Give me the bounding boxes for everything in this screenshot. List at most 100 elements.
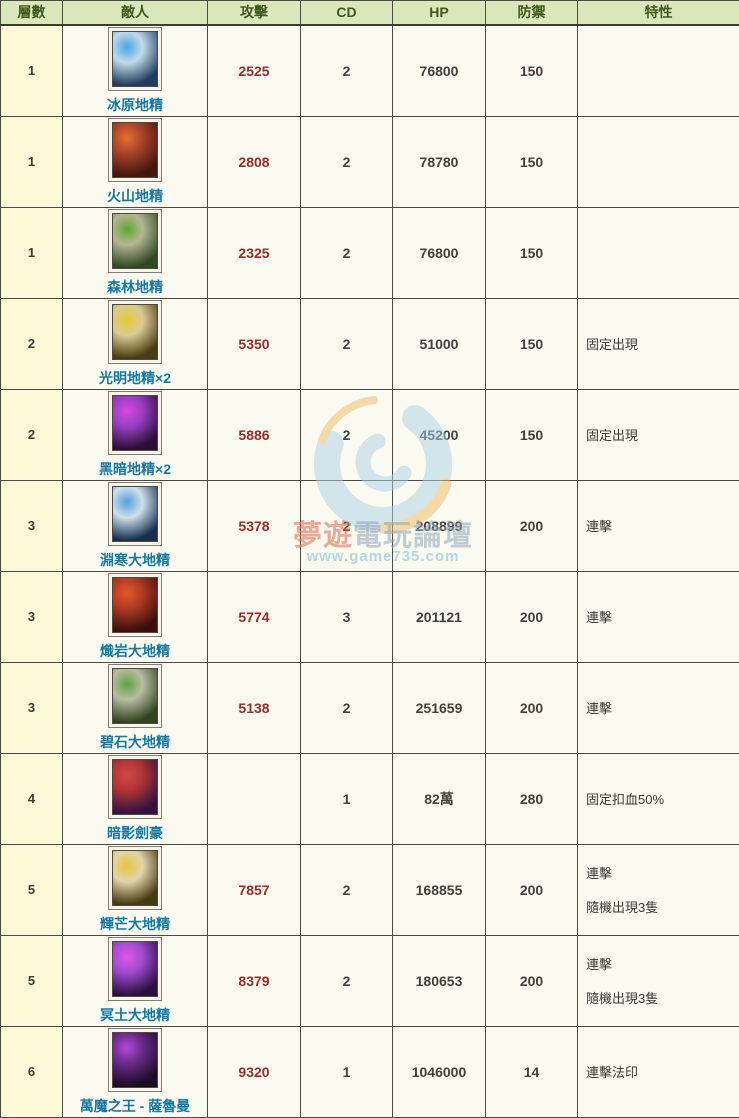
table-row: 5 冥土大地精 8379 2 180653 200 連擊隨機出現3隻 <box>1 935 739 1026</box>
cd-value: 2 <box>301 298 393 389</box>
trait-cell <box>578 25 739 117</box>
cd-value: 2 <box>301 116 393 207</box>
trait-cell: 連擊法印 <box>578 1026 739 1117</box>
floor-number: 2 <box>1 298 63 389</box>
cd-value: 2 <box>301 662 393 753</box>
trait-cell: 連擊隨機出現3隻 <box>578 844 739 935</box>
enemy-portrait-frame <box>108 391 162 455</box>
enemy-portrait-frame <box>108 482 162 546</box>
defense-value: 14 <box>486 1026 578 1117</box>
demon-king-saruman-portrait <box>112 1032 158 1088</box>
defense-value: 200 <box>486 844 578 935</box>
table-header: 層數 敵人 攻擊 CD HP 防禦 特性 <box>1 1 739 25</box>
attack-value: 8379 <box>208 935 301 1026</box>
enemy-portrait-frame <box>108 300 162 364</box>
hp-value: 51000 <box>393 298 486 389</box>
enemy-cell: 黑暗地精×2 <box>63 389 208 480</box>
defense-value: 200 <box>486 662 578 753</box>
enemy-name-link[interactable]: 冥土大地精 <box>64 1005 206 1025</box>
attack-value: 5350 <box>208 298 301 389</box>
trait-text: 固定出現 <box>586 334 733 353</box>
enemy-cell: 熾岩大地精 <box>63 571 208 662</box>
table-row: 1 森林地精 2325 2 76800 150 <box>1 207 739 298</box>
abyss-frost-goblin-portrait <box>112 486 158 542</box>
enemy-name-link[interactable]: 冰原地精 <box>64 95 206 115</box>
radiant-goblin-portrait <box>112 850 158 906</box>
enemy-cell: 森林地精 <box>63 207 208 298</box>
trait-text: 連擊 <box>586 954 733 973</box>
enemy-cell: 輝芒大地精 <box>63 844 208 935</box>
trait-cell <box>578 207 739 298</box>
defense-value: 200 <box>486 480 578 571</box>
blazing-rock-goblin-portrait <box>112 577 158 633</box>
defense-value: 150 <box>486 116 578 207</box>
enemy-name-link[interactable]: 暗影劍豪 <box>64 823 206 843</box>
enemy-portrait-frame <box>108 573 162 637</box>
trait-cell: 固定出現 <box>578 389 739 480</box>
table-row: 4 暗影劍豪 1 82萬 280 固定扣血50% <box>1 753 739 844</box>
defense-value: 150 <box>486 25 578 117</box>
hp-value: 208899 <box>393 480 486 571</box>
trait-text: 隨機出現3隻 <box>586 988 733 1007</box>
hp-value: 1046000 <box>393 1026 486 1117</box>
hp-value: 76800 <box>393 25 486 117</box>
attack-value: 9320 <box>208 1026 301 1117</box>
defense-value: 150 <box>486 207 578 298</box>
enemy-name-link[interactable]: 輝芒大地精 <box>64 914 206 934</box>
trait-cell: 固定出現 <box>578 298 739 389</box>
col-header-enemy: 敵人 <box>63 1 208 25</box>
trait-cell: 連擊 <box>578 662 739 753</box>
defense-value: 280 <box>486 753 578 844</box>
enemy-cell: 暗影劍豪 <box>63 753 208 844</box>
enemy-cell: 萬魔之王 - 薩魯曼 <box>63 1026 208 1117</box>
floor-number: 1 <box>1 25 63 117</box>
enemy-portrait-frame <box>108 664 162 728</box>
trait-text: 固定出現 <box>586 425 733 444</box>
cd-value: 1 <box>301 753 393 844</box>
trait-cell <box>578 116 739 207</box>
attack-value: 2808 <box>208 116 301 207</box>
cd-value: 3 <box>301 571 393 662</box>
enemy-name-link[interactable]: 火山地精 <box>64 186 206 206</box>
col-header-attack: 攻擊 <box>208 1 301 25</box>
floor-number: 2 <box>1 389 63 480</box>
enemy-name-link[interactable]: 淵寒大地精 <box>64 550 206 570</box>
enemy-name-link[interactable]: 光明地精×2 <box>64 368 206 388</box>
defense-value: 200 <box>486 571 578 662</box>
enemy-name-link[interactable]: 黑暗地精×2 <box>64 459 206 479</box>
table-row: 6 萬魔之王 - 薩魯曼 9320 1 1046000 14 連擊法印 <box>1 1026 739 1117</box>
enemy-name-link[interactable]: 碧石大地精 <box>64 732 206 752</box>
enemy-portrait-frame <box>108 755 162 819</box>
floor-number: 1 <box>1 207 63 298</box>
enemy-name-link[interactable]: 森林地精 <box>64 277 206 297</box>
jade-stone-goblin-portrait <box>112 668 158 724</box>
table-row: 2 黑暗地精×2 5886 2 45200 150 固定出現 <box>1 389 739 480</box>
trait-cell: 連擊 <box>578 480 739 571</box>
shadow-swordsman-portrait <box>112 759 158 815</box>
hp-value: 76800 <box>393 207 486 298</box>
enemy-cell: 火山地精 <box>63 116 208 207</box>
header-row: 層數 敵人 攻擊 CD HP 防禦 特性 <box>1 1 739 25</box>
enemy-name-link[interactable]: 萬魔之王 - 薩魯曼 <box>64 1096 206 1116</box>
cd-value: 2 <box>301 480 393 571</box>
col-header-defense: 防禦 <box>486 1 578 25</box>
floor-number: 4 <box>1 753 63 844</box>
volcano-goblin-portrait <box>112 122 158 178</box>
cd-value: 2 <box>301 207 393 298</box>
trait-text: 連擊 <box>586 698 733 717</box>
col-header-trait: 特性 <box>578 1 739 25</box>
defense-value: 150 <box>486 298 578 389</box>
attack-value: 5774 <box>208 571 301 662</box>
trait-text: 隨機出現3隻 <box>586 897 733 916</box>
enemy-cell: 冰原地精 <box>63 25 208 117</box>
attack-value: 5138 <box>208 662 301 753</box>
table-row: 3 淵寒大地精 5378 2 208899 200 連擊 <box>1 480 739 571</box>
enemy-table-body: 1 冰原地精 2525 2 76800 150 1 火山地精 2808 2 78… <box>1 25 739 1118</box>
enemy-portrait-frame <box>108 209 162 273</box>
floor-number: 3 <box>1 480 63 571</box>
table-row: 3 碧石大地精 5138 2 251659 200 連擊 <box>1 662 739 753</box>
enemy-name-link[interactable]: 熾岩大地精 <box>64 641 206 661</box>
enemy-cell: 冥土大地精 <box>63 935 208 1026</box>
table-row: 5 輝芒大地精 7857 2 168855 200 連擊隨機出現3隻 <box>1 844 739 935</box>
